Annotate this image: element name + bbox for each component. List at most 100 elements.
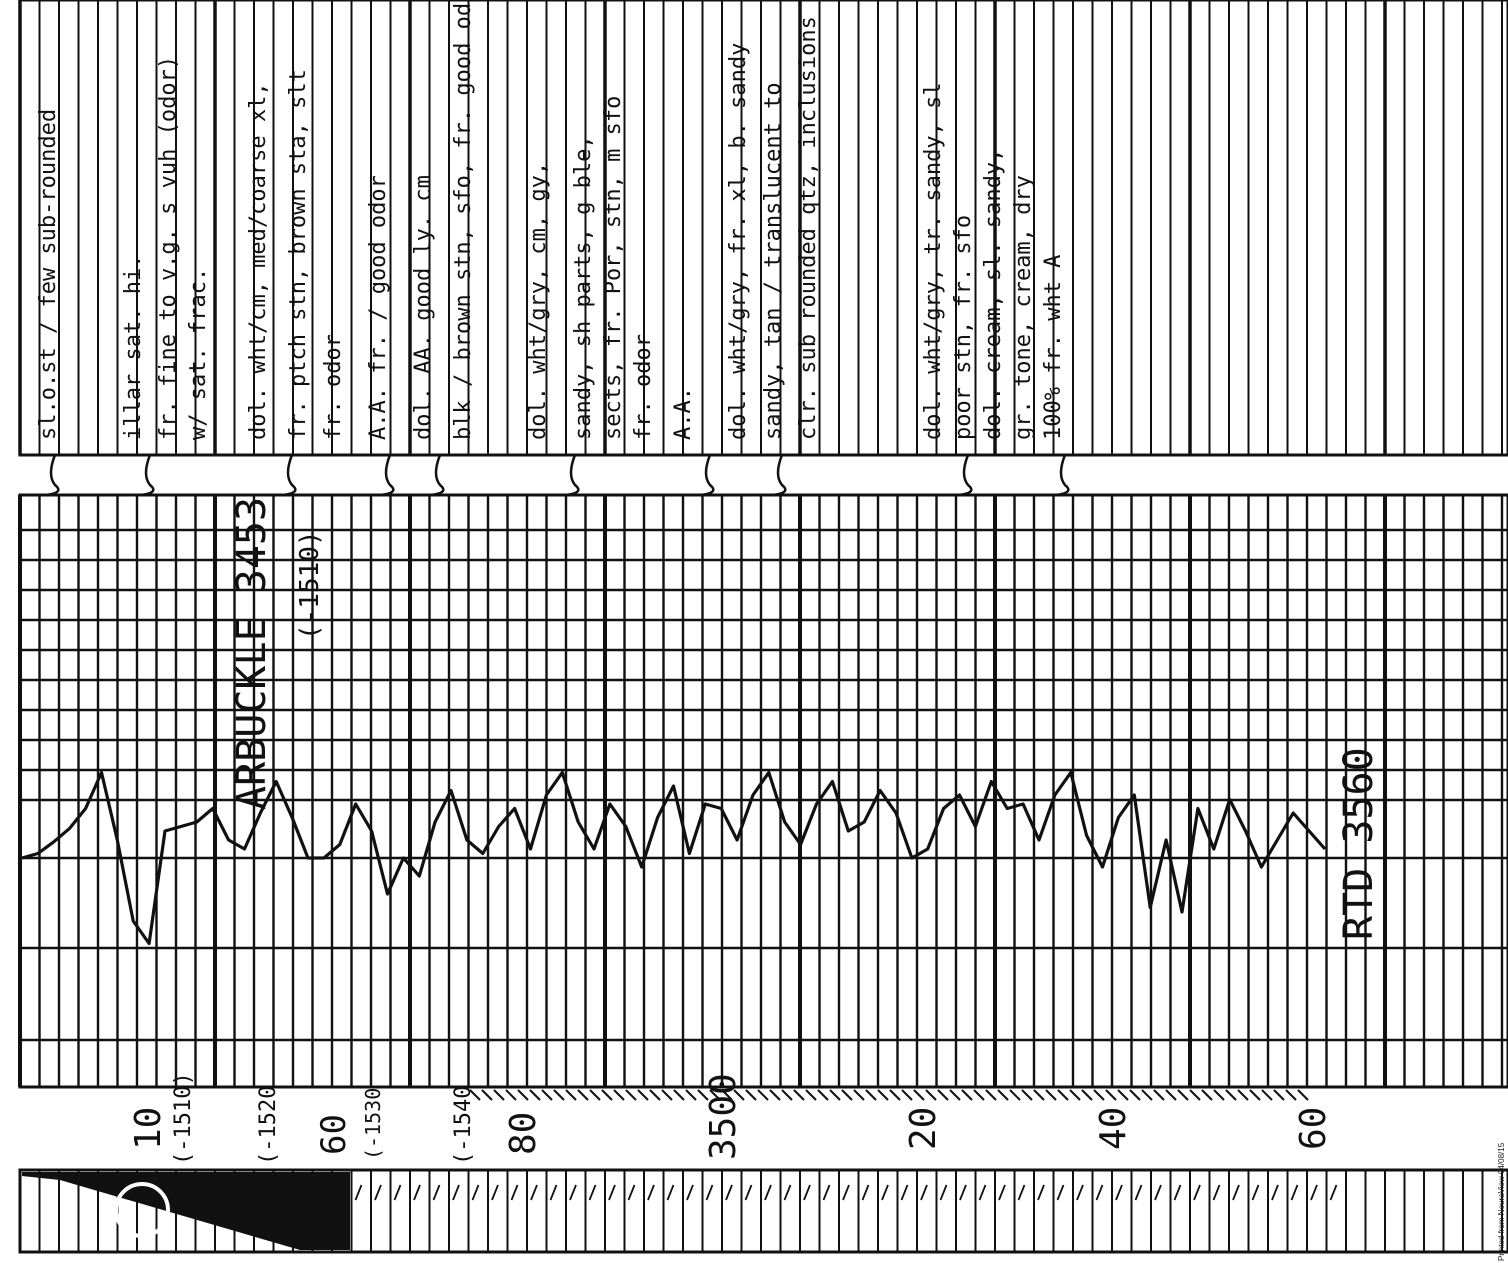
hatch-mark	[1033, 1089, 1045, 1101]
formation-top-label: ARBUCKLE 3453	[229, 497, 275, 810]
litho-tick	[530, 1184, 538, 1201]
litho-tick	[549, 1184, 558, 1201]
hatch-mark	[697, 1089, 709, 1101]
litho-tick	[744, 1184, 753, 1201]
litho-tick	[1076, 1184, 1084, 1201]
litho-tick	[764, 1184, 772, 1201]
hatch-mark	[745, 1089, 757, 1101]
hatch-mark	[877, 1089, 889, 1101]
note-bracket	[699, 454, 715, 497]
hatch-mark	[1201, 1089, 1213, 1101]
litho-tick	[1154, 1184, 1162, 1201]
lithology-note: illar sat. hi.	[121, 255, 146, 440]
hatch-mark	[1009, 1089, 1021, 1101]
hatch-mark	[1093, 1089, 1105, 1101]
depth-label: 60	[314, 1114, 354, 1155]
lithology-note: dol. AA. good ly. cm	[411, 175, 436, 440]
hatch-band	[469, 1089, 1309, 1101]
hatch-mark	[505, 1089, 517, 1101]
hatch-mark	[637, 1089, 649, 1101]
litho-tick	[900, 1184, 909, 1201]
hatch-mark	[1021, 1089, 1033, 1101]
lithology-column	[18, 1168, 1508, 1254]
litho-tick	[881, 1184, 889, 1201]
litho-tick	[1095, 1184, 1104, 1201]
note-bracket	[429, 454, 445, 497]
hatch-mark	[793, 1089, 805, 1101]
litho-tick	[374, 1184, 382, 1201]
litho-tick	[686, 1184, 694, 1201]
hatch-mark	[901, 1089, 913, 1101]
lithology-note: w/ sat. frac.	[186, 268, 211, 440]
litho-tick	[588, 1184, 597, 1201]
hatch-mark	[817, 1089, 829, 1101]
lithology-note: dol. wht/gry, tr. sandy, sl	[921, 82, 946, 440]
depth-label: 80	[503, 1112, 544, 1155]
hatch-mark	[625, 1089, 637, 1101]
litho-tick	[1212, 1184, 1221, 1201]
hatch-mark	[1129, 1089, 1141, 1101]
litho-tick	[1193, 1184, 1201, 1201]
lithology-note: A.A.	[671, 387, 696, 440]
hatch-mark	[925, 1089, 937, 1101]
litho-tick	[920, 1184, 928, 1201]
hatch-mark	[1057, 1089, 1069, 1101]
formation-subsea-label: (-1510)	[295, 530, 325, 640]
hatch-mark	[889, 1089, 901, 1101]
hatch-mark	[769, 1089, 781, 1101]
litho-tick	[861, 1184, 870, 1201]
lithology-note: sandy, tan / translucent to	[761, 82, 786, 440]
hatch-mark	[1177, 1089, 1189, 1101]
litho-tick	[1056, 1184, 1065, 1201]
hatch-mark	[757, 1089, 769, 1101]
hatch-mark	[1297, 1089, 1309, 1101]
lithology-note: dol. wht/gry, fr. xl, b. sandy	[726, 43, 751, 440]
litho-tick	[1271, 1184, 1279, 1201]
litho-tick	[647, 1184, 655, 1201]
depth-label: 20	[903, 1107, 944, 1150]
lithology-description-panel: sl.o.st / few sub-rounded illar sat. hi. f…	[18, 0, 1508, 457]
hatch-mark	[1153, 1089, 1165, 1101]
lithology-note: sandy, sh parts, g ble,	[571, 135, 596, 440]
litho-tick	[959, 1184, 967, 1201]
hatch-mark	[541, 1089, 553, 1101]
lithology-note: fr. odor	[631, 334, 656, 440]
hatch-mark	[913, 1089, 925, 1101]
hatch-mark	[661, 1089, 673, 1101]
depth-label: 10	[128, 1107, 169, 1150]
lithology-note: dol. cream, sl. sandy,	[981, 149, 1006, 440]
litho-tick	[1173, 1184, 1182, 1201]
litho-tick	[1310, 1184, 1318, 1201]
litho-tick	[432, 1184, 441, 1201]
litho-tick	[666, 1184, 675, 1201]
hatch-mark	[841, 1089, 853, 1101]
lithology-note: clr. sub rounded qtz, inclusions	[796, 16, 821, 440]
litho-tick	[1329, 1184, 1338, 1201]
lithology-note: blk / brown stn, sfo, fr. good odor	[451, 0, 476, 440]
hatch-mark	[529, 1089, 541, 1101]
hatch-mark	[997, 1089, 1009, 1101]
hatch-mark	[781, 1089, 793, 1101]
note-bracket	[139, 454, 155, 497]
lithology-note: A.A. fr. / good odor	[366, 175, 391, 440]
litho-tick	[842, 1184, 850, 1201]
print-footer: Printed from NeuraView 04/08/15	[1496, 1111, 1506, 1261]
litho-tick	[1232, 1184, 1240, 1201]
litho-tick	[393, 1184, 402, 1201]
hatch-mark	[865, 1089, 877, 1101]
hatch-mark	[733, 1089, 745, 1101]
depth-scale: 10 (-1510) (-1520 60 (-1530 (-1540 80 3500 20 40 6…	[128, 1072, 1334, 1165]
lithology-note: sl.o.st / few sub-rounded	[36, 109, 61, 440]
lithology-note: 100% fr. wht A	[1041, 255, 1066, 440]
litho-tick	[413, 1184, 421, 1201]
litho-tick	[569, 1184, 577, 1201]
litho-tick	[803, 1184, 811, 1201]
litho-tick	[1134, 1184, 1143, 1201]
depth-label: 3500	[703, 1073, 744, 1160]
hatch-mark	[853, 1089, 865, 1101]
note-bracket	[1054, 454, 1070, 497]
depth-label: 40	[1093, 1107, 1134, 1150]
circled-mark	[114, 1182, 170, 1238]
litho-tick	[1037, 1184, 1045, 1201]
lithology-note: sects, fr. Por, stn, m sfo	[601, 96, 626, 440]
